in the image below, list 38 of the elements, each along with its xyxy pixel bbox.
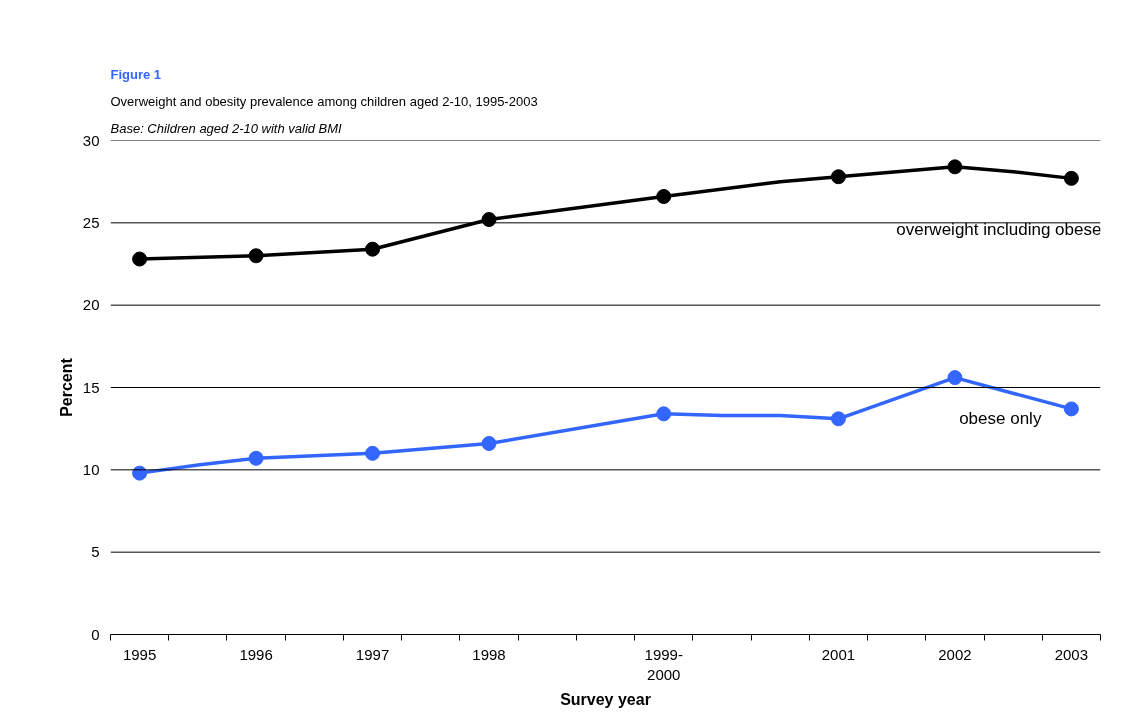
x-tick-label: 1996 <box>239 645 273 663</box>
y-tick-label: 20 <box>82 296 100 314</box>
x-tick-label: 1995 <box>122 645 157 663</box>
point <box>248 248 264 264</box>
x-tick-label: 1997 <box>355 645 390 663</box>
point <box>830 169 846 185</box>
y-tick-label: 25 <box>82 213 100 231</box>
point <box>947 159 963 175</box>
point <box>481 212 497 228</box>
chart-subtitle: Overweight and obesity prevalence among children aged 2-10, 1995-2003 <box>110 93 538 109</box>
point <box>830 411 846 427</box>
point <box>1063 401 1079 417</box>
point <box>1063 170 1079 186</box>
x-tick-label: 1998 <box>472 645 506 663</box>
point <box>132 465 148 481</box>
y-tick-label: 10 <box>82 460 100 478</box>
y-tick-label: 30 <box>82 131 100 149</box>
chart-title: Figure 1 <box>110 66 162 82</box>
y-tick-label: 15 <box>82 378 100 396</box>
point <box>365 445 381 461</box>
y-axis-title: Percent <box>57 357 75 417</box>
point <box>947 370 963 386</box>
y-tick-label: 5 <box>91 543 100 561</box>
point <box>656 189 672 204</box>
text: Base: Children aged 2-10 with valid BMI <box>110 120 343 136</box>
x-axis-title: Survey year <box>560 690 651 708</box>
x-tick-label: 2002 <box>938 645 972 663</box>
point <box>481 436 497 451</box>
x-tick-label: 2001 <box>821 645 856 663</box>
text: overweight including obese <box>896 220 1102 240</box>
point <box>656 406 672 422</box>
point <box>132 251 148 267</box>
point <box>248 450 264 466</box>
x-tick-label: 1999-2000 <box>644 645 683 683</box>
x-tick-label: 2003 <box>1054 645 1089 663</box>
y-tick-label: 0 <box>91 625 100 643</box>
series-label: obese only <box>959 408 1042 428</box>
point <box>365 241 381 257</box>
